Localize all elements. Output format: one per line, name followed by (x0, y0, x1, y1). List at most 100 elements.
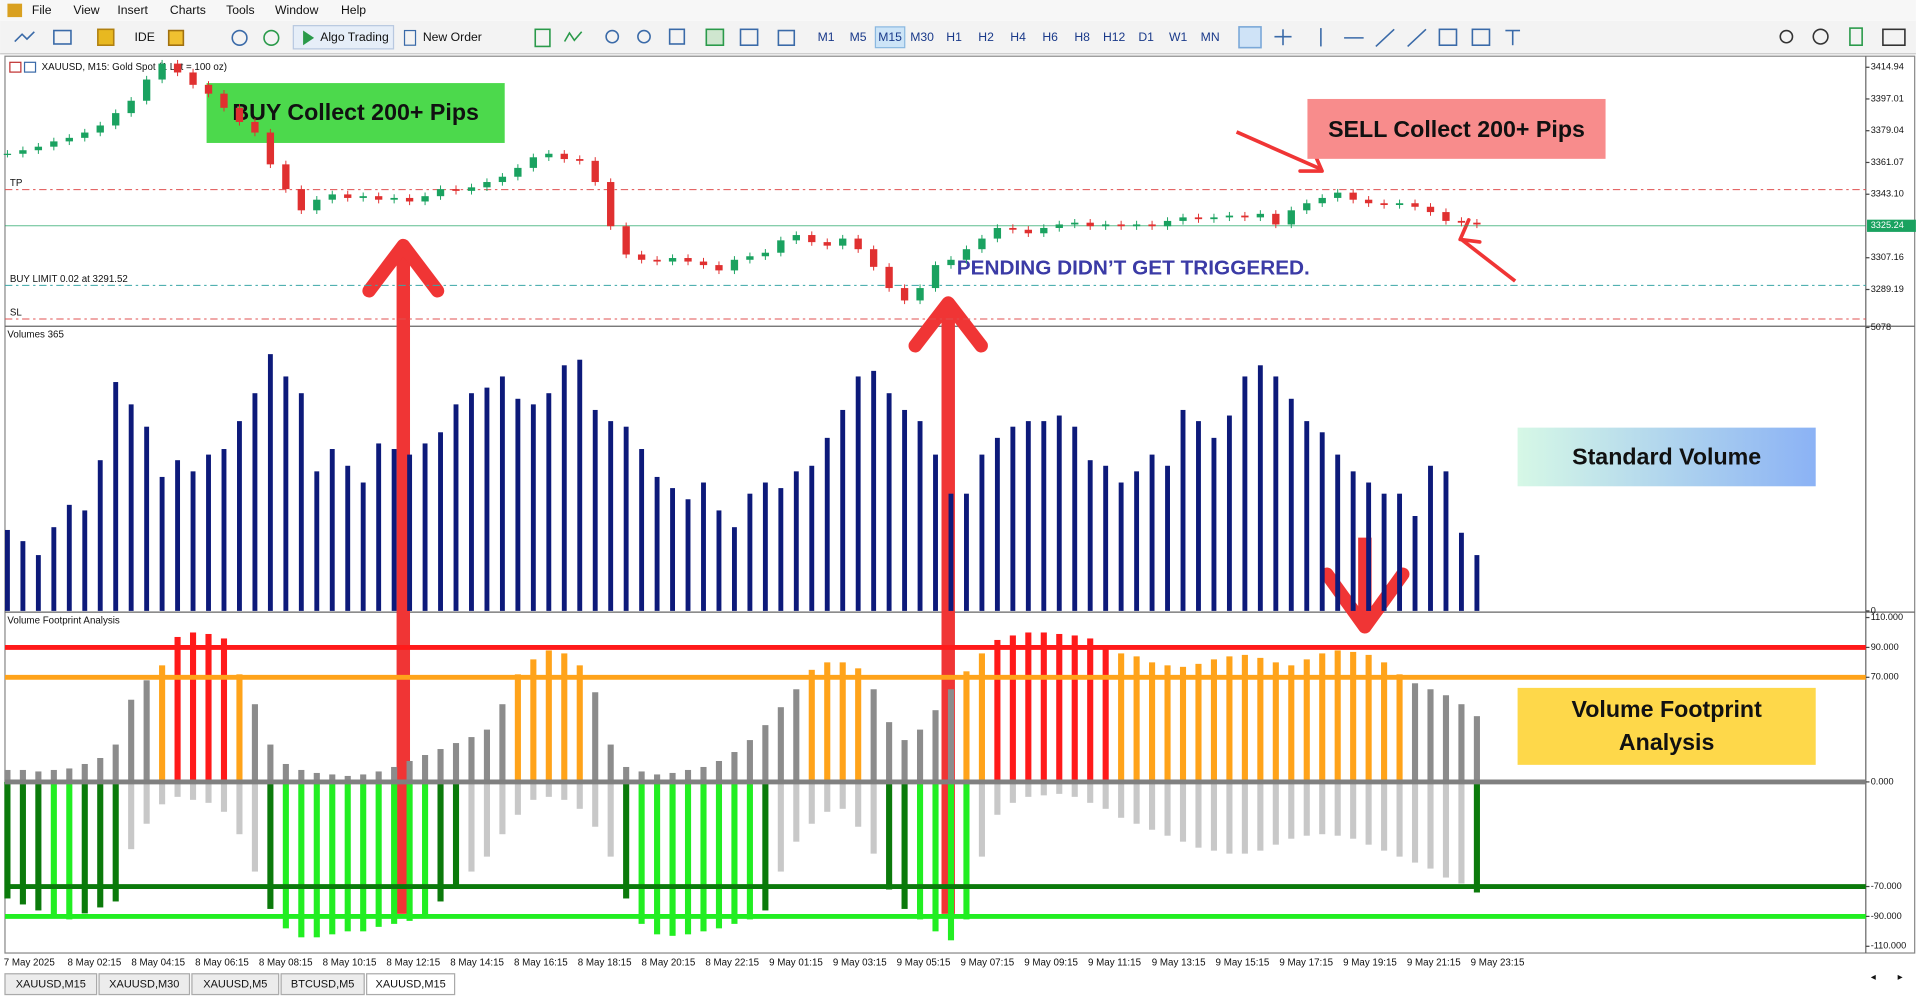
footprint-bar (839, 781, 846, 809)
scroll-arrow[interactable]: ◂ (1871, 972, 1876, 983)
footprint-bar (932, 710, 939, 782)
footprint-bar (1056, 633, 1063, 782)
menu-item[interactable]: View (73, 3, 99, 17)
icon[interactable] (263, 29, 280, 47)
footprint-bar (1009, 635, 1016, 782)
new-order-label[interactable]: New Order (423, 30, 482, 44)
menu-item[interactable]: Help (341, 3, 366, 17)
arrow-shaft (1235, 130, 1321, 171)
volume-bar (1103, 465, 1109, 611)
icon[interactable] (14, 31, 35, 43)
icon[interactable] (1238, 26, 1262, 49)
volume-bar (360, 482, 366, 611)
tab-label[interactable]: XAUUSD,M15 (16, 979, 86, 991)
volume-bar (1118, 482, 1124, 611)
icon[interactable] (668, 28, 686, 45)
scroll-arrow[interactable]: ▸ (1898, 972, 1903, 983)
menu-item[interactable]: Tools (226, 3, 255, 17)
footprint-bar (654, 781, 661, 935)
tab-label[interactable]: BTCUSD,M5 (291, 979, 354, 991)
icon[interactable] (637, 29, 651, 44)
timeframe-button[interactable]: H2 (978, 30, 994, 44)
tab-label[interactable]: XAUUSD,M15 (376, 979, 446, 991)
footprint-bar (128, 699, 135, 782)
footprint-bar (870, 781, 877, 854)
timeframe-button[interactable]: M15 (878, 30, 902, 44)
icon[interactable] (1882, 28, 1906, 47)
footprint-bar (1288, 665, 1295, 782)
icon[interactable] (53, 29, 72, 45)
icon[interactable] (167, 29, 185, 47)
footprint-bar (1210, 781, 1217, 851)
icon[interactable] (739, 28, 759, 47)
timeframe-button[interactable]: H6 (1042, 30, 1058, 44)
icon[interactable] (605, 29, 620, 44)
icon[interactable] (1849, 27, 1863, 47)
tab[interactable] (366, 973, 456, 996)
footprint-bar (1303, 659, 1310, 782)
timeframe-button[interactable]: M1 (818, 30, 835, 44)
footprint-bar (35, 771, 42, 782)
footprint-bar (81, 763, 88, 782)
icon[interactable] (97, 28, 115, 47)
arrow-head (1458, 218, 1482, 244)
timeframe-button[interactable]: H12 (1103, 30, 1126, 44)
timeframe-button[interactable]: H1 (946, 30, 962, 44)
icon[interactable] (1407, 28, 1427, 48)
footprint-bar (97, 781, 104, 908)
candle (467, 187, 476, 191)
candle (854, 238, 862, 250)
icon[interactable] (1471, 28, 1491, 47)
timeframe-button[interactable]: H4 (1010, 30, 1026, 44)
footprint-bar (870, 689, 877, 782)
footprint-bar (684, 769, 692, 782)
candle (3, 153, 12, 155)
icon[interactable] (1812, 28, 1829, 45)
icon[interactable] (563, 31, 583, 42)
volume-bar (4, 529, 10, 611)
icon[interactable] (1779, 29, 1794, 44)
algo-trading-button[interactable] (292, 25, 395, 50)
timeframe-button[interactable]: M5 (850, 30, 867, 44)
timeframe-button[interactable]: MN (1201, 30, 1220, 44)
footprint-bar (530, 659, 537, 782)
menu-item[interactable]: Window (275, 3, 319, 17)
timeframe-button[interactable]: M30 (910, 30, 934, 44)
footprint-bar (1118, 781, 1125, 818)
icon[interactable] (705, 28, 725, 47)
icon[interactable] (534, 28, 551, 48)
candle (916, 288, 924, 301)
icon[interactable] (777, 29, 796, 47)
menu-item[interactable]: Insert (117, 3, 148, 17)
menu-item[interactable]: Charts (170, 3, 206, 17)
algo-trading-label[interactable]: Algo Trading (320, 30, 389, 44)
tab[interactable] (280, 973, 365, 996)
volume-bar (499, 376, 505, 611)
footprint-bar (592, 781, 599, 827)
candle (947, 259, 955, 266)
icon[interactable] (231, 29, 248, 47)
x-tick-label: 9 May 03:15 (833, 957, 887, 968)
footprint-bar (978, 781, 985, 857)
timeframe-button[interactable]: D1 (1138, 30, 1154, 44)
tab-label[interactable]: XAUUSD,M30 (109, 979, 179, 991)
footprint-bar (576, 781, 583, 809)
footprint-bar (514, 674, 521, 782)
tab[interactable] (4, 973, 98, 996)
footprint-bar (329, 781, 336, 935)
icon[interactable] (1375, 28, 1395, 48)
volume-bar (917, 421, 923, 611)
icon[interactable] (1438, 28, 1458, 47)
footprint-bar (189, 632, 197, 782)
timeframe-button[interactable]: W1 (1169, 30, 1188, 44)
candle (514, 167, 522, 177)
ide-button[interactable]: IDE (134, 30, 154, 44)
footprint-bar (1102, 781, 1109, 809)
menu-item[interactable]: File (32, 3, 52, 17)
tab-label[interactable]: XAUUSD,M5 (203, 979, 267, 991)
tab[interactable] (191, 973, 280, 996)
tab[interactable] (98, 973, 191, 996)
panel-title: XAUUSD, M15: Gold Spot (1 Lot = 100 oz) (42, 62, 227, 73)
volume-bar (1412, 516, 1418, 611)
timeframe-button[interactable]: H8 (1074, 30, 1090, 44)
